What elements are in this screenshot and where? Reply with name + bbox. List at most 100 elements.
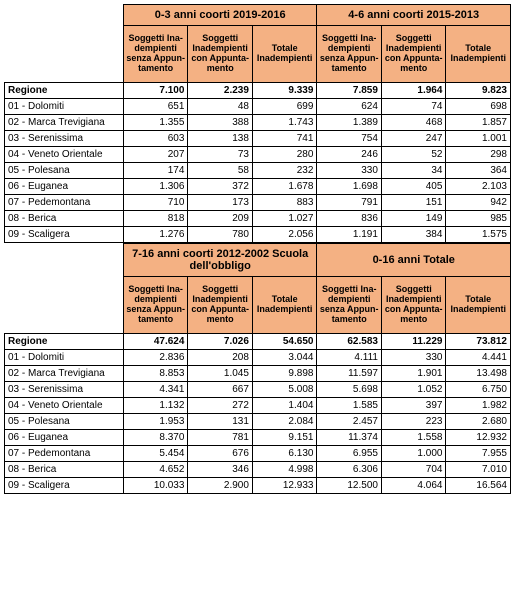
- value-cell: 48: [188, 99, 253, 115]
- table-row: 08 - Berica4.6523464.9986.3067047.010: [5, 462, 511, 478]
- value-cell: 2.836: [123, 350, 188, 366]
- value-cell: 7.100: [123, 83, 188, 99]
- value-cell: 131: [188, 414, 253, 430]
- table-row: 04 - Veneto Orientale1.1322721.4041.5853…: [5, 398, 511, 414]
- value-cell: 173: [188, 195, 253, 211]
- value-cell: 346: [188, 462, 253, 478]
- row-label: 07 - Pedemontana: [5, 195, 124, 211]
- value-cell: 836: [317, 211, 382, 227]
- value-cell: 754: [317, 131, 382, 147]
- region-total-row: Regione47.6247.02654.65062.58311.22973.8…: [5, 334, 511, 350]
- value-cell: 74: [381, 99, 446, 115]
- value-cell: 174: [123, 163, 188, 179]
- value-cell: 699: [252, 99, 317, 115]
- sub-header: Totale Inadempienti: [446, 277, 511, 334]
- table-row: 04 - Veneto Orientale2077328024652298: [5, 147, 511, 163]
- sub-header: Totale Inadempienti: [252, 26, 317, 83]
- value-cell: 1.045: [188, 366, 253, 382]
- value-cell: 9.823: [446, 83, 511, 99]
- value-cell: 6.306: [317, 462, 382, 478]
- corner-cell: [5, 277, 124, 334]
- value-cell: 1.953: [123, 414, 188, 430]
- value-cell: 7.955: [446, 446, 511, 462]
- sub-header: Soggetti Inadempienti con Appunta-mento: [381, 26, 446, 83]
- value-cell: 6.955: [317, 446, 382, 462]
- value-cell: 330: [381, 350, 446, 366]
- value-cell: 11.597: [317, 366, 382, 382]
- sub-header: Soggetti Ina-dempienti senza Appun-tamen…: [123, 26, 188, 83]
- value-cell: 818: [123, 211, 188, 227]
- value-cell: 1.743: [252, 115, 317, 131]
- group-header: 0-16 anni Totale: [317, 244, 511, 277]
- value-cell: 405: [381, 179, 446, 195]
- value-cell: 13.498: [446, 366, 511, 382]
- group-header: 7-16 anni coorti 2012-2002 Scuola dell'o…: [123, 244, 317, 277]
- value-cell: 667: [188, 382, 253, 398]
- region-label-cell: Regione: [5, 83, 124, 99]
- row-label: 03 - Serenissima: [5, 382, 124, 398]
- value-cell: 11.229: [381, 334, 446, 350]
- row-label: 07 - Pedemontana: [5, 446, 124, 462]
- value-cell: 780: [188, 227, 253, 243]
- table-row: 09 - Scaligera10.0332.90012.93312.5004.0…: [5, 478, 511, 494]
- row-label: 05 - Polesana: [5, 163, 124, 179]
- value-cell: 1.132: [123, 398, 188, 414]
- value-cell: 2.900: [188, 478, 253, 494]
- value-cell: 54.650: [252, 334, 317, 350]
- value-cell: 1.575: [446, 227, 511, 243]
- value-cell: 47.624: [123, 334, 188, 350]
- value-cell: 1.000: [381, 446, 446, 462]
- region-total-row: Regione7.1002.2399.3397.8591.9649.823: [5, 83, 511, 99]
- value-cell: 58: [188, 163, 253, 179]
- value-cell: 384: [381, 227, 446, 243]
- value-cell: 1.558: [381, 430, 446, 446]
- value-cell: 7.859: [317, 83, 382, 99]
- value-cell: 207: [123, 147, 188, 163]
- value-cell: 985: [446, 211, 511, 227]
- value-cell: 698: [446, 99, 511, 115]
- row-label: 06 - Euganea: [5, 179, 124, 195]
- sub-header: Totale Inadempienti: [446, 26, 511, 83]
- value-cell: 710: [123, 195, 188, 211]
- table-row: 08 - Berica8182091.027836149985: [5, 211, 511, 227]
- group-header: 4-6 anni coorti 2015-2013: [317, 5, 511, 26]
- value-cell: 1.276: [123, 227, 188, 243]
- value-cell: 372: [188, 179, 253, 195]
- table-row: 01 - Dolomiti6514869962474698: [5, 99, 511, 115]
- row-label: 06 - Euganea: [5, 430, 124, 446]
- value-cell: 5.454: [123, 446, 188, 462]
- value-cell: 2.239: [188, 83, 253, 99]
- data-table: 0-3 anni coorti 2019-20164-6 anni coorti…: [4, 4, 511, 243]
- row-label: 09 - Scaligera: [5, 478, 124, 494]
- row-label: 09 - Scaligera: [5, 227, 124, 243]
- value-cell: 12.933: [252, 478, 317, 494]
- row-label: 02 - Marca Trevigiana: [5, 366, 124, 382]
- value-cell: 468: [381, 115, 446, 131]
- value-cell: 1.355: [123, 115, 188, 131]
- value-cell: 223: [381, 414, 446, 430]
- region-label-cell: Regione: [5, 334, 124, 350]
- value-cell: 151: [381, 195, 446, 211]
- value-cell: 1.389: [317, 115, 382, 131]
- table-row: 05 - Polesana1.9531312.0842.4572232.680: [5, 414, 511, 430]
- value-cell: 8.370: [123, 430, 188, 446]
- value-cell: 676: [188, 446, 253, 462]
- value-cell: 62.583: [317, 334, 382, 350]
- value-cell: 73.812: [446, 334, 511, 350]
- value-cell: 7.010: [446, 462, 511, 478]
- value-cell: 246: [317, 147, 382, 163]
- sub-header: Totale Inadempienti: [252, 277, 317, 334]
- value-cell: 4.111: [317, 350, 382, 366]
- value-cell: 624: [317, 99, 382, 115]
- value-cell: 9.898: [252, 366, 317, 382]
- sub-header: Soggetti Ina-dempienti senza Appun-tamen…: [317, 26, 382, 83]
- value-cell: 16.564: [446, 478, 511, 494]
- value-cell: 2.680: [446, 414, 511, 430]
- row-label: 08 - Berica: [5, 211, 124, 227]
- value-cell: 209: [188, 211, 253, 227]
- value-cell: 34: [381, 163, 446, 179]
- value-cell: 1.052: [381, 382, 446, 398]
- value-cell: 232: [252, 163, 317, 179]
- value-cell: 280: [252, 147, 317, 163]
- row-label: 05 - Polesana: [5, 414, 124, 430]
